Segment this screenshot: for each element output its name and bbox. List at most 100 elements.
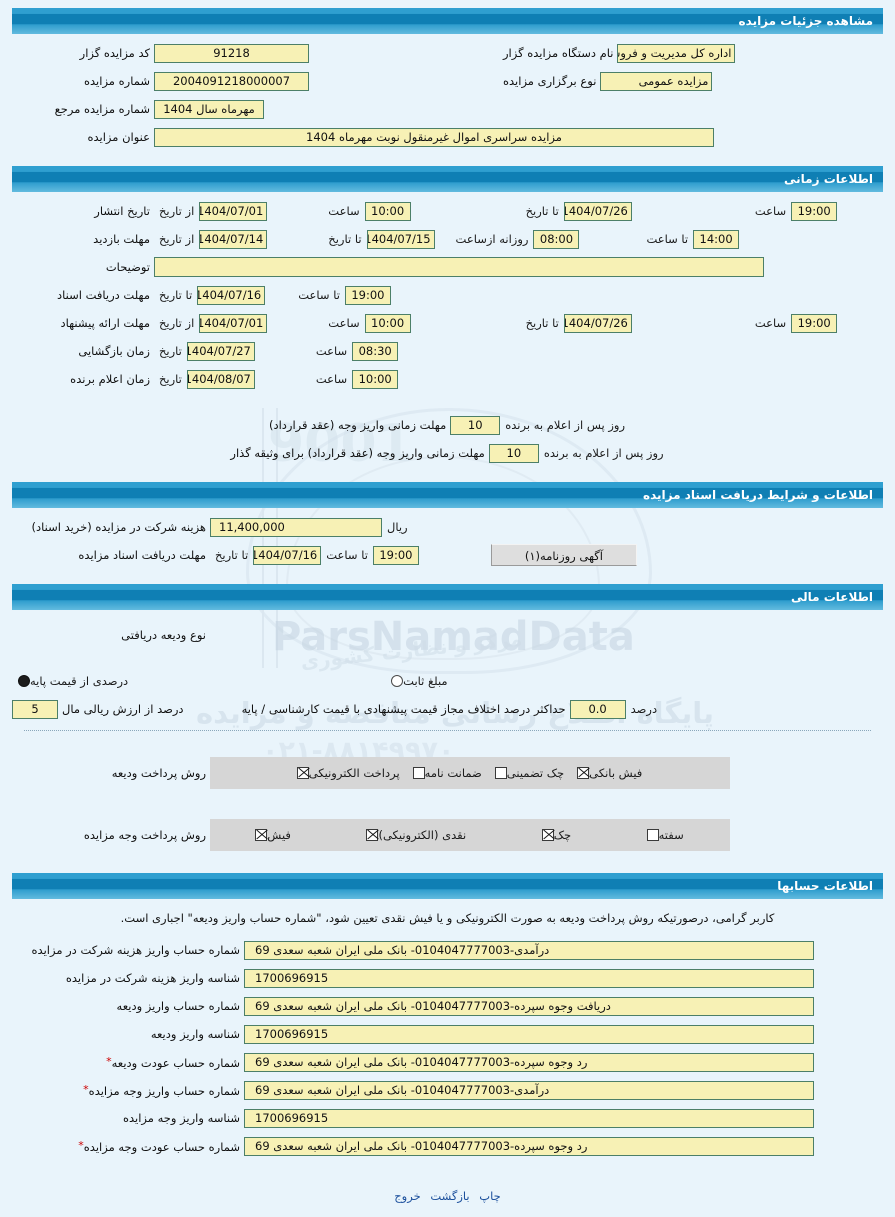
- opening-hour-label: ساعت: [315, 344, 348, 358]
- docs-receive-hour-field[interactable]: 19:00: [372, 545, 419, 565]
- percent-of-base-radio[interactable]: [18, 675, 30, 687]
- deposit-method-option-2[interactable]: ضمانت نامه: [412, 766, 483, 780]
- row-description: توضیحات: [12, 254, 883, 280]
- account-value-6[interactable]: درآمدی-0104047777003- بانک ملی ایران شعب…: [244, 1080, 814, 1100]
- participation-cost-field[interactable]: 11,400,000: [210, 517, 382, 537]
- docs-deadline-hour-label: تا ساعت: [298, 288, 340, 302]
- row-winner-time: 10:00 ساعت 1404/08/07 تاریخ زمان اعلام ب…: [12, 366, 883, 392]
- payment-days-field[interactable]: 10: [450, 415, 501, 435]
- account-value-5[interactable]: رد وجوه سپرده-0104047777003- بانک ملی ای…: [244, 1052, 814, 1072]
- description-label: توضیحات: [105, 260, 150, 274]
- offer-from-date-field[interactable]: 1404/07/01: [199, 313, 268, 333]
- reference-number-field[interactable]: مهرماه سال 1404: [154, 99, 264, 119]
- exit-link[interactable]: خروج: [394, 1189, 421, 1203]
- auction-subject-field[interactable]: مزایده سراسری اموال غیرمنقول نوبت مهرماه…: [154, 127, 714, 147]
- publish-to-hour-field[interactable]: 19:00: [791, 201, 838, 221]
- deposit-method-checkbox-3[interactable]: [494, 767, 507, 779]
- account-value-2[interactable]: 1700696915: [244, 968, 814, 988]
- winner-hour-field[interactable]: 10:00: [352, 369, 399, 389]
- account-label-5: شماره حساب عودت ودیعه*: [12, 1055, 244, 1070]
- percent-value-field[interactable]: 5: [12, 699, 58, 719]
- publish-from-hour-field[interactable]: 10:00: [364, 201, 411, 221]
- section-header-financial: اطلاعات مالی: [12, 584, 883, 610]
- account-value-1[interactable]: درآمدی-0104047777003- بانک ملی ایران شعب…: [244, 940, 814, 960]
- row-payment-days: روز پس از اعلام به برنده 10 مهلت زمانی و…: [12, 412, 883, 438]
- winner-date-field[interactable]: 1404/08/07: [186, 369, 255, 389]
- back-link[interactable]: بازگشت: [430, 1189, 470, 1203]
- auction-pay-checkbox-2[interactable]: [366, 829, 379, 841]
- visit-from-date-field[interactable]: 1404/07/14: [199, 229, 268, 249]
- percent-of-base-radio-option[interactable]: درصدی از قیمت پایه: [18, 674, 129, 688]
- visit-to-hour-field[interactable]: 14:00: [693, 229, 740, 249]
- deposit-method-option-3[interactable]: چک تضمینی: [494, 766, 565, 780]
- auction-pay-label-4: سفته: [658, 828, 684, 842]
- opening-date-field[interactable]: 1404/07/27: [186, 341, 255, 361]
- auction-pay-option-2[interactable]: نقدی (الکترونیکی): [366, 828, 467, 842]
- auction-code-field[interactable]: 91218: [154, 43, 309, 63]
- deposit-method-option-1[interactable]: پرداخت الکترونیکی: [296, 766, 401, 780]
- auction-code-label: کد مزایده گزار: [79, 46, 150, 60]
- auction-pay-checkbox-4[interactable]: [646, 829, 659, 841]
- account-label-6: شماره حساب واریز وجه مزایده*: [12, 1083, 244, 1098]
- account-value-4[interactable]: 1700696915: [244, 1024, 814, 1044]
- row-docs-deadline: 19:00 تا ساعت 1404/07/16 تا تاریخ مهلت د…: [12, 282, 883, 308]
- account-value-7[interactable]: 1700696915: [244, 1108, 814, 1128]
- payment-days-collateral-field[interactable]: 10: [488, 443, 539, 463]
- participation-cost-label: هزینه شرکت در مزایده (خرید اسناد): [31, 520, 207, 534]
- section-header-details: مشاهده جزئیات مزایده: [12, 8, 883, 34]
- max-diff-label: حداکثر درصد اختلاف مجاز قیمت پیشنهادی با…: [241, 702, 566, 716]
- table-row: درآمدی-0104047777003- بانک ملی ایران شعب…: [12, 937, 883, 963]
- newspaper-ad-button[interactable]: آگهی روزنامه(۱): [490, 544, 637, 566]
- fixed-amount-radio[interactable]: [391, 675, 404, 687]
- auction-pay-label-2: نقدی (الکترونیکی): [378, 828, 467, 842]
- deposit-method-checkbox-1[interactable]: [296, 767, 309, 779]
- section-body-financial: نوع ودیعه دریافتی مبلغ ثابت درصدی از قیم…: [0, 610, 895, 865]
- visit-to-label: تا تاریخ: [328, 232, 362, 246]
- print-link[interactable]: چاپ: [479, 1189, 501, 1203]
- deposit-method-checkbox-2[interactable]: [412, 767, 425, 779]
- auction-number-field[interactable]: 2004091218000007: [154, 71, 309, 91]
- fixed-amount-label: مبلغ ثابت: [403, 674, 448, 688]
- account-value-3[interactable]: دریافت وجوه سپرده-0104047777003- بانک مل…: [244, 996, 814, 1016]
- offer-from-hour-field[interactable]: 10:00: [364, 313, 411, 333]
- docs-deadline-hour-field[interactable]: 19:00: [344, 285, 391, 305]
- opening-hour-field[interactable]: 08:30: [352, 341, 399, 361]
- deposit-method-label: روش پرداخت ودیعه: [111, 766, 206, 780]
- publish-to-date-field[interactable]: 1404/07/26: [563, 201, 632, 221]
- auction-pay-checkbox-3[interactable]: [541, 829, 554, 841]
- offer-to-date-field[interactable]: 1404/07/26: [563, 313, 632, 333]
- docs-deadline-date-field[interactable]: 1404/07/16: [197, 285, 266, 305]
- account-value-8[interactable]: رد وجوه سپرده-0104047777003- بانک ملی ای…: [244, 1136, 814, 1156]
- percent-value-label: درصد از ارزش ریالی مال: [62, 702, 184, 716]
- row-deposit-basis: مبلغ ثابت درصدی از قیمت پایه: [12, 668, 883, 694]
- account-label-4: شناسه واریز ودیعه: [150, 1027, 240, 1041]
- deposit-method-option-4[interactable]: فیش بانکی: [577, 766, 643, 780]
- auction-subject-label: عنوان مزایده: [87, 130, 150, 144]
- deposit-method-checkbox-4[interactable]: [577, 767, 590, 779]
- auction-pay-option-4[interactable]: سفته: [646, 828, 685, 842]
- section-header-docs: اطلاعات و شرایط دریافت اسناد مزایده: [12, 482, 883, 508]
- organizer-name-field[interactable]: اداره کل مدیریت و فروش اموال: [617, 43, 736, 63]
- section-header-accounts: اطلاعات حسابها: [12, 873, 883, 899]
- max-diff-field[interactable]: 0.0: [569, 699, 626, 719]
- docs-receive-deadline-label: مهلت دریافت اسناد مزایده: [78, 548, 206, 562]
- description-field[interactable]: [154, 257, 764, 277]
- visit-to-date-field[interactable]: 1404/07/15: [366, 229, 435, 249]
- docs-receive-date-field[interactable]: 1404/07/16: [253, 545, 322, 565]
- holding-type-field[interactable]: مزایده عمومی: [600, 71, 713, 91]
- row-subject: مزایده سراسری اموال غیرمنقول نوبت مهرماه…: [12, 124, 883, 150]
- row-offer-deadline: 19:00 ساعت 1404/07/26 تا تاریخ 10:00 ساع…: [12, 310, 883, 336]
- offer-to-hour-field[interactable]: 19:00: [791, 313, 838, 333]
- table-row: درآمدی-0104047777003- بانک ملی ایران شعب…: [12, 1077, 883, 1103]
- deposit-method-label-2: ضمانت نامه: [424, 766, 482, 780]
- auction-pay-option-3[interactable]: چک: [541, 828, 572, 842]
- visit-from-hour-field[interactable]: 08:00: [533, 229, 580, 249]
- auction-pay-option-1[interactable]: فیش: [255, 828, 292, 842]
- auction-pay-checkbox-1[interactable]: [255, 829, 268, 841]
- fixed-amount-radio-option[interactable]: مبلغ ثابت: [391, 674, 448, 688]
- publish-from-date-field[interactable]: 1404/07/01: [199, 201, 268, 221]
- table-row: 1700696915 شناسه واریز ودیعه: [12, 1021, 883, 1047]
- row-deposit-type: نوع ودیعه دریافتی: [12, 622, 883, 648]
- row-payment-days-collateral: روز پس از اعلام به برنده 10 مهلت زمانی و…: [12, 440, 883, 466]
- organizer-name-label: نام دستگاه مزایده گزار: [503, 46, 614, 60]
